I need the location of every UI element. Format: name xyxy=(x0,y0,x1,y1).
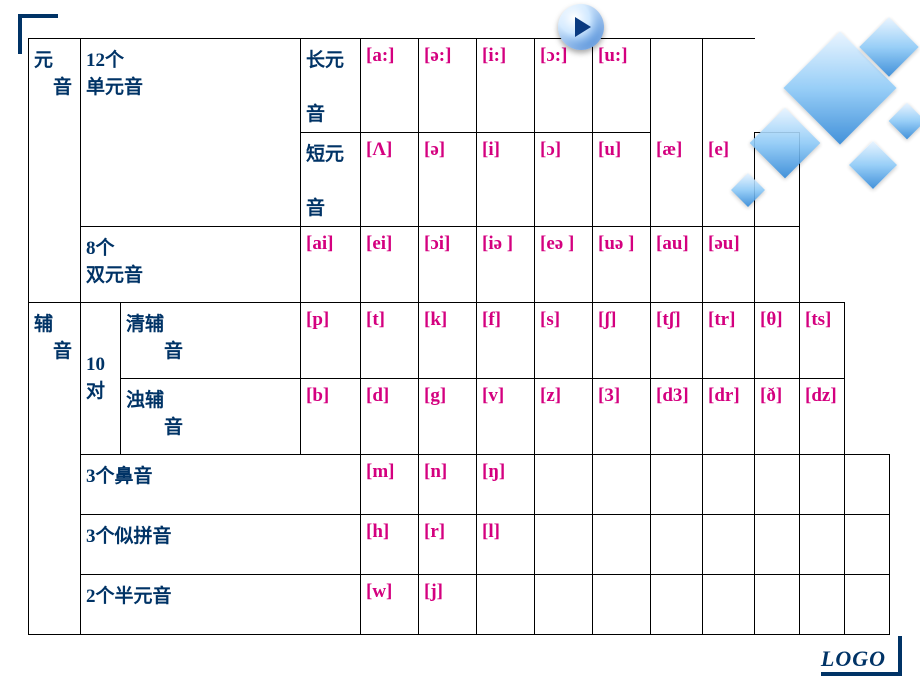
vless-2: [k] xyxy=(419,303,477,379)
voiced-8: [ð] xyxy=(755,379,800,455)
pinyin-0: [h] xyxy=(361,515,419,575)
empty-cell xyxy=(845,455,890,515)
mono-header: 12个单元音 xyxy=(81,39,301,227)
semi-header: 2个半元音 xyxy=(81,575,361,635)
next-arrow-button[interactable] xyxy=(558,4,604,50)
voiced-3: [v] xyxy=(477,379,535,455)
diph-3: [iə ] xyxy=(477,227,535,303)
diph-header: 8个双元音 xyxy=(81,227,301,303)
empty-cell xyxy=(755,455,800,515)
voiced-1: [d] xyxy=(361,379,419,455)
voiced-header: 浊辅 音 xyxy=(121,379,301,455)
semi-0: [w] xyxy=(361,575,419,635)
consonant-header: 辅 音 xyxy=(29,303,81,635)
nasal-2: [ŋ] xyxy=(477,455,535,515)
logo-text: LOGO xyxy=(821,646,890,676)
empty-cell xyxy=(755,575,800,635)
empty-cell xyxy=(651,455,703,515)
empty-cell xyxy=(477,575,535,635)
long-3: [ɔ:] xyxy=(535,39,593,133)
voiced-5: [3] xyxy=(593,379,651,455)
short-4: [u] xyxy=(593,133,651,227)
nasal-0: [m] xyxy=(361,455,419,515)
empty-cell xyxy=(535,515,593,575)
short-header: 短元 音 xyxy=(301,133,361,227)
voiced-0: [b] xyxy=(301,379,361,455)
diph-4: [eə ] xyxy=(535,227,593,303)
vowel-header: 元 音 xyxy=(29,39,81,303)
diph-1: [ei] xyxy=(361,227,419,303)
short-5: [æ] xyxy=(651,133,703,227)
long-4: [u:] xyxy=(593,39,651,133)
pairs-header: 10对 xyxy=(81,303,121,455)
empty-cell xyxy=(651,515,703,575)
short-1: [ə] xyxy=(419,133,477,227)
voiced-7: [dr] xyxy=(703,379,755,455)
voiced-6: [d3] xyxy=(651,379,703,455)
empty-cell xyxy=(593,575,651,635)
empty-cell xyxy=(755,515,800,575)
vless-5: [ʃ] xyxy=(593,303,651,379)
empty-cell xyxy=(845,515,890,575)
vless-8: [θ] xyxy=(755,303,800,379)
empty-cell xyxy=(651,39,703,133)
vless-3: [f] xyxy=(477,303,535,379)
diph-2: [ɔi] xyxy=(419,227,477,303)
nasal-1: [n] xyxy=(419,455,477,515)
empty-cell xyxy=(703,515,755,575)
diph-0: [ai] xyxy=(301,227,361,303)
long-0: [a:] xyxy=(361,39,419,133)
vless-1: [t] xyxy=(361,303,419,379)
vless-7: [tr] xyxy=(703,303,755,379)
empty-cell xyxy=(535,455,593,515)
decorative-cubes xyxy=(700,18,920,238)
diph-5: [uə ] xyxy=(593,227,651,303)
short-0: [Λ] xyxy=(361,133,419,227)
diph-6: [au] xyxy=(651,227,703,303)
voiced-2: [g] xyxy=(419,379,477,455)
empty-cell xyxy=(703,575,755,635)
voiceless-header: 清辅 音 xyxy=(121,303,301,379)
short-3: [ɔ] xyxy=(535,133,593,227)
nasal-header: 3个鼻音 xyxy=(81,455,361,515)
voiced-4: [z] xyxy=(535,379,593,455)
empty-cell xyxy=(800,575,845,635)
long-header: 长元 音 xyxy=(301,39,361,133)
voiced-9: [dz] xyxy=(800,379,845,455)
empty-cell xyxy=(845,575,890,635)
long-1: [ə:] xyxy=(419,39,477,133)
pinyin-header: 3个似拼音 xyxy=(81,515,361,575)
empty-cell xyxy=(593,515,651,575)
vless-4: [s] xyxy=(535,303,593,379)
empty-cell xyxy=(593,455,651,515)
pinyin-2: [l] xyxy=(477,515,535,575)
vless-9: [ts] xyxy=(800,303,845,379)
semi-1: [j] xyxy=(419,575,477,635)
short-2: [i] xyxy=(477,133,535,227)
empty-cell xyxy=(800,515,845,575)
empty-cell xyxy=(651,575,703,635)
vless-6: [tʃ] xyxy=(651,303,703,379)
long-2: [i:] xyxy=(477,39,535,133)
empty-cell xyxy=(703,455,755,515)
vless-0: [p] xyxy=(301,303,361,379)
pinyin-1: [r] xyxy=(419,515,477,575)
empty-cell xyxy=(800,455,845,515)
empty-cell xyxy=(535,575,593,635)
